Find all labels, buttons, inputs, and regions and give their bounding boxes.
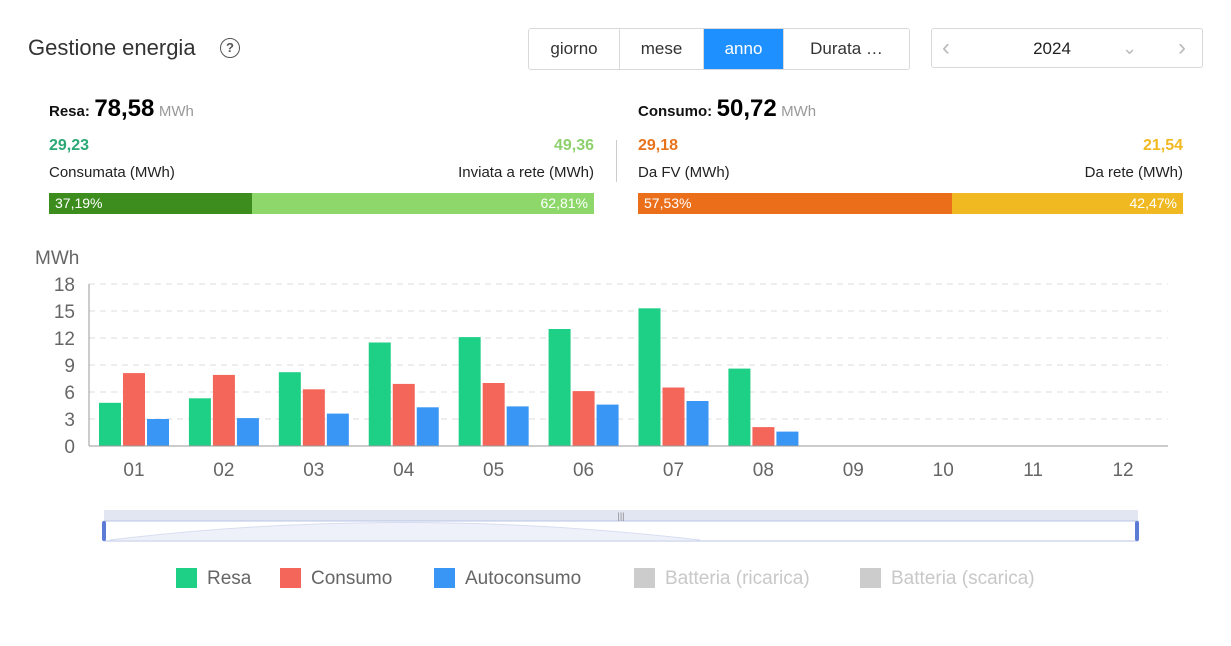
chevron-down-icon[interactable]: ⌄ — [1122, 38, 1138, 58]
bar-consumo-01[interactable] — [123, 373, 145, 446]
bar-resa-01[interactable] — [99, 402, 121, 446]
period-tabs: giorno mese anno Durata … — [528, 28, 910, 70]
y-tick-label: 9 — [64, 356, 75, 377]
legend-label[interactable]: Batteria (ricarica) — [665, 568, 810, 589]
resa-grid-bar: 62,81% — [252, 193, 594, 214]
y-tick-label: 15 — [54, 302, 75, 323]
bar-autoconsumo-06[interactable] — [596, 404, 619, 446]
bar-resa-08[interactable] — [728, 368, 751, 446]
x-tick-label: 01 — [123, 460, 144, 481]
bar-autoconsumo-05[interactable] — [506, 406, 529, 446]
consumo-pv-label: Da FV (MWh) — [638, 164, 730, 181]
tab-giorno[interactable]: giorno — [529, 29, 620, 69]
resa-unit: MWh — [158, 103, 194, 120]
year-value: 2024 — [1033, 39, 1071, 58]
resa-grid-label: Inviata a rete (MWh) — [458, 164, 594, 181]
bar-consumo-08[interactable] — [752, 427, 775, 446]
resa-grid-pct: 62,81% — [540, 195, 588, 211]
zoom-grip-icon[interactable]: ||| — [617, 511, 624, 521]
bar-autoconsumo-04[interactable] — [416, 407, 439, 446]
x-tick-label: 09 — [843, 460, 864, 481]
consumo-split-bar: 57,53% 42,47% — [638, 193, 1183, 214]
consumo-pv-value: 29,18 — [638, 137, 679, 154]
legend-swatch[interactable] — [434, 568, 455, 588]
consumo-label: Consumo: — [638, 103, 713, 120]
tab-anno[interactable]: anno — [704, 29, 784, 69]
consumo-grid-pct: 42,47% — [1129, 195, 1177, 211]
bar-autoconsumo-08[interactable] — [776, 431, 799, 446]
bar-autoconsumo-02[interactable] — [236, 418, 259, 446]
bar-consumo-04[interactable] — [392, 383, 415, 446]
consumo-value: 50,72 — [716, 95, 777, 122]
y-tick-label: 3 — [64, 410, 75, 431]
resa-consumed-label: Consumata (MWh) — [49, 164, 175, 181]
zoom-slider-track[interactable] — [104, 510, 1138, 521]
resa-summary: Resa: 78,58 MWh — [49, 95, 194, 123]
bar-consumo-06[interactable] — [572, 391, 595, 446]
zoom-slider-window[interactable] — [103, 520, 1139, 542]
bar-resa-03[interactable] — [278, 372, 301, 446]
tab-mese[interactable]: mese — [620, 29, 704, 69]
legend-label[interactable]: Autoconsumo — [465, 568, 581, 589]
chevron-left-icon[interactable]: ‹ — [942, 34, 950, 61]
bar-autoconsumo-07[interactable] — [686, 401, 709, 446]
zoom-handle-right[interactable] — [1135, 521, 1139, 541]
x-tick-label: 02 — [213, 460, 234, 481]
chevron-right-icon[interactable]: › — [1178, 34, 1186, 61]
resa-label: Resa: — [49, 103, 90, 120]
bar-consumo-03[interactable] — [302, 389, 325, 446]
consumo-grid-value: 21,54 — [1142, 137, 1183, 154]
bar-autoconsumo-01[interactable] — [147, 419, 169, 446]
legend-swatch[interactable] — [176, 568, 197, 588]
resa-value: 78,58 — [94, 95, 155, 122]
legend-label[interactable]: Consumo — [311, 568, 392, 589]
resa-consumed-value: 29,23 — [49, 137, 90, 154]
x-tick-label: 10 — [933, 460, 954, 481]
resa-grid-value: 49,36 — [553, 137, 594, 154]
legend-label[interactable]: Batteria (scarica) — [891, 568, 1035, 589]
x-tick-label: 12 — [1112, 460, 1133, 481]
bar-resa-05[interactable] — [458, 337, 481, 446]
bar-consumo-05[interactable] — [482, 383, 505, 446]
x-tick-label: 06 — [573, 460, 594, 481]
y-tick-label: 6 — [64, 383, 75, 404]
y-axis-unit: MWh — [35, 248, 79, 269]
question-circle-icon[interactable]: ? — [220, 38, 240, 58]
bar-resa-06[interactable] — [548, 329, 571, 446]
bar-autoconsumo-03[interactable] — [326, 413, 349, 446]
summary-divider — [616, 140, 617, 182]
page-title: Gestione energia — [28, 35, 196, 60]
bar-resa-04[interactable] — [368, 342, 391, 447]
x-tick-label: 07 — [663, 460, 684, 481]
y-tick-label: 18 — [54, 275, 75, 296]
legend-swatch[interactable] — [280, 568, 301, 588]
consumo-pv-pct: 57,53% — [644, 195, 692, 211]
legend-label[interactable]: Resa — [207, 568, 252, 589]
resa-consumed-bar: 37,19% — [49, 193, 252, 214]
consumo-summary: Consumo: 50,72 MWh — [638, 95, 816, 123]
bar-resa-07[interactable] — [638, 308, 661, 446]
year-picker[interactable]: ‹ 2024 ⌄ › — [931, 28, 1203, 68]
bar-consumo-02[interactable] — [212, 374, 235, 446]
x-tick-label: 04 — [393, 460, 415, 481]
tab-durata[interactable]: Durata … — [784, 29, 909, 69]
legend-swatch[interactable] — [860, 568, 881, 588]
bar-resa-02[interactable] — [188, 398, 211, 446]
consumo-grid-bar: 42,47% — [952, 193, 1183, 214]
zoom-handle-left[interactable] — [102, 521, 106, 541]
x-tick-label: 08 — [753, 460, 774, 481]
resa-split-bar: 37,19% 62,81% — [49, 193, 594, 214]
consumo-pv-bar: 57,53% — [638, 193, 952, 214]
y-tick-label: 12 — [54, 329, 75, 350]
x-tick-label: 05 — [483, 460, 504, 481]
x-tick-label: 03 — [303, 460, 324, 481]
x-tick-label: 11 — [1023, 460, 1043, 481]
consumo-grid-label: Da rete (MWh) — [1084, 164, 1183, 181]
bar-consumo-07[interactable] — [662, 387, 685, 447]
y-tick-label: 0 — [64, 437, 75, 458]
consumo-unit: MWh — [781, 103, 817, 120]
zoom-slider-preview — [109, 522, 701, 541]
resa-consumed-pct: 37,19% — [55, 195, 103, 211]
legend-swatch[interactable] — [634, 568, 655, 588]
